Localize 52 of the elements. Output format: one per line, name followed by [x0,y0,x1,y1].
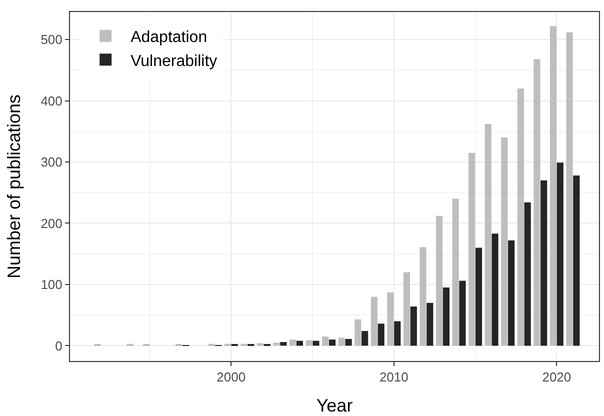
y-tick-label: 100 [40,277,62,292]
bar [556,162,564,346]
x-tick-label: 2000 [216,370,246,385]
bar [534,59,540,346]
y-tick-label: 500 [40,32,62,48]
bar [394,321,401,346]
y-tick-label: 300 [40,154,62,170]
bar [296,340,303,346]
bar [540,180,548,346]
bar [426,302,434,346]
bar [338,338,345,346]
bar [273,342,280,346]
x-tick-label: 2020 [542,370,572,385]
bar [403,272,410,346]
bar [354,319,362,346]
y-axis-title: Number of publications [4,94,24,279]
y-tick-label: 0 [55,338,62,354]
bar [436,216,443,346]
bar [452,198,459,346]
bar [322,336,329,346]
bar [475,248,482,346]
bar [345,338,352,346]
bar [290,340,296,346]
bar [362,331,368,346]
bar [312,340,320,346]
y-tick-label: 400 [40,93,62,108]
bar [501,138,508,346]
bar [328,340,336,346]
bar [492,234,498,346]
bar [484,124,492,346]
bar [420,247,426,346]
legend-label: Vulnerability [130,52,218,70]
bar [468,152,476,346]
bar [280,342,287,346]
bar [306,340,312,346]
bar [370,296,378,346]
bar [517,88,524,346]
bar [550,26,557,346]
legend-label: Adaptation [130,29,208,46]
x-tick-label: 2010 [379,370,408,385]
bar [459,280,466,346]
bar [573,175,580,346]
bar [378,324,384,346]
bar [524,202,531,346]
x-axis-title: Year [316,396,353,416]
bar [410,306,417,346]
bar [387,292,394,346]
bar [566,32,573,346]
bar [508,240,515,346]
bar [442,288,450,346]
bar [256,343,264,346]
y-tick-label: 200 [40,216,62,231]
